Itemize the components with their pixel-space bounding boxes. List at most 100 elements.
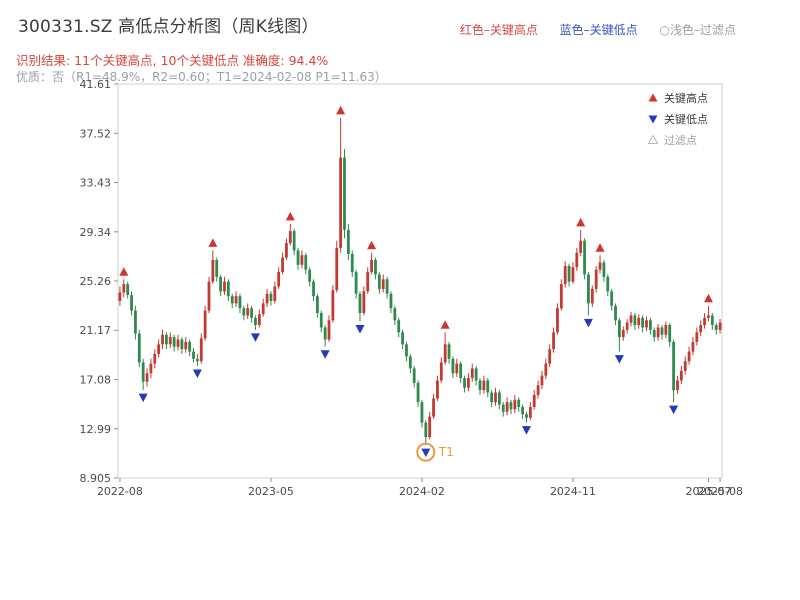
key-low-marker [614,355,624,364]
candle-body [323,327,327,340]
candle-body [315,296,319,314]
key-high-marker [119,267,129,276]
candle-body [296,250,300,265]
candle-body [277,272,281,287]
candle-body [718,322,722,330]
key-high-marker [336,105,346,115]
candle-body [358,293,362,314]
candle-body [118,292,122,301]
low-markers-layer [138,318,679,458]
candle-body [594,269,598,289]
candle-body [436,380,439,399]
candle-body [285,243,288,258]
candle-body [130,294,133,311]
y-tick-label: 29.34 [80,226,112,239]
x-tick-label: 2025-08 [697,485,743,498]
candle-body [598,262,602,270]
candle-body [424,422,428,438]
candle-body [350,253,354,273]
candle-body [559,284,563,309]
candle-body [517,399,521,407]
candle-body [459,363,463,379]
candle-body [397,320,401,333]
candle-body [180,339,184,350]
x-tick-label: 2024-11 [550,485,596,498]
candle-body [145,373,149,382]
candle-body [645,320,648,328]
candle-body [536,385,540,395]
candle-body [451,358,455,374]
legend-item-label: 过滤点 [664,134,697,147]
candle-body [273,286,277,301]
t1-annotation: T1 [416,442,454,462]
candle-body [463,378,466,388]
candle-body [544,363,548,376]
candle-body [497,392,501,405]
candle-body [230,296,234,304]
candle-body [470,368,474,379]
candle-body [304,255,308,270]
quality-assessment-text: 优质：否（R1=48.9%，R2=0.60；T1=2024-02-08 P1=1… [16,70,387,84]
candle-body [443,344,447,363]
candle-body [219,276,223,292]
candle-body [687,351,691,362]
key-high-marker [285,211,295,221]
candle-body [408,356,412,369]
candle-body [343,157,346,230]
y-axis: 41.61 37.52 33.43 29.34 25.26 21.17 17.08 12.99… [80,78,118,485]
candle-body [195,358,199,362]
candle-body [153,353,157,364]
key-low-marker [421,448,431,458]
candle-body [606,276,610,292]
candle-body [405,344,408,357]
candle-body [579,240,583,253]
candle-body [621,329,625,338]
legend-item-label: 关键高点 [664,91,708,105]
y-tick-label: 21.17 [80,324,112,337]
candle-body [587,274,590,304]
candle-body [540,375,544,386]
candle-body [648,320,652,330]
candle-body [385,279,389,294]
candle-body [420,402,424,423]
candle-body [432,398,435,417]
candle-body [552,332,555,350]
candle-body [254,317,257,326]
candle-body [234,296,238,304]
candle-body [362,291,366,314]
key-low-marker [521,426,531,435]
key-high-marker [576,217,586,227]
candle-body [184,341,188,350]
candle-body [710,315,714,326]
candle-body [509,402,513,410]
key-low-marker [138,393,148,403]
candle-body [695,332,699,342]
legend-symbol-triangle-down [648,115,658,124]
candle-body [188,341,192,352]
legend-symbol-triangle-up [648,93,658,102]
y-tick-label: 41.61 [80,78,112,91]
candle-body [571,267,575,282]
high-markers-layer [119,105,713,329]
candle-body [122,284,126,293]
candle-body [672,341,676,391]
candle-body [614,305,617,321]
key-high-marker [595,243,605,252]
candle-body [319,313,323,328]
candle-body [126,284,130,295]
candle-body [474,368,478,381]
candle-body [242,308,246,316]
candle-body [505,402,509,412]
x-tick-label: 2022-08 [97,485,143,498]
candle-body [269,293,273,301]
candle-body [246,308,250,316]
candle-body [494,392,497,403]
candle-body [625,322,629,330]
candle-body [141,362,145,382]
candle-body [525,414,528,418]
key-low-marker [583,318,593,328]
candle-body [366,272,370,292]
